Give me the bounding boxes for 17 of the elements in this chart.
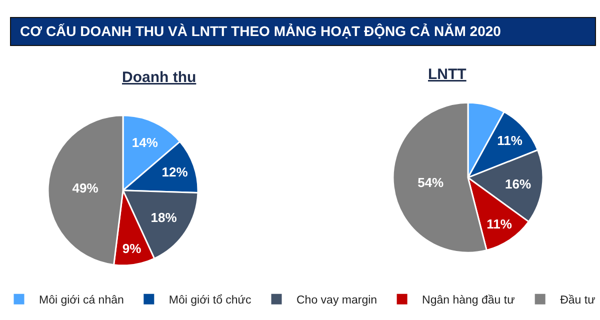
data-label: 11% — [497, 133, 523, 148]
data-label: 9% — [122, 241, 142, 256]
legend-label: Đầu tư — [560, 294, 596, 307]
data-label: 54% — [418, 174, 444, 190]
legend-label: Cho vay margin — [296, 294, 378, 307]
data-label: 11% — [486, 216, 512, 232]
data-label: 14% — [132, 134, 158, 150]
legend-label: Môi giới tổ chức — [168, 294, 252, 307]
chart-title: CƠ CẤU DOANH THU VÀ LNTT THEO MẢNG HOẠT ĐỘNG CẢ NĂM 2020 — [10, 17, 596, 46]
slice-label: Doanh thu — [122, 69, 196, 86]
data-label: 12% — [162, 164, 188, 180]
legend-label: Môi giới cá nhân — [39, 294, 124, 307]
legend-label: Ngân hàng đầu tư — [422, 294, 516, 307]
data-label: 16% — [504, 176, 532, 192]
data-label: 18% — [150, 210, 178, 226]
data-label: 49% — [72, 180, 99, 196]
slice-label: LNTT — [428, 66, 466, 83]
